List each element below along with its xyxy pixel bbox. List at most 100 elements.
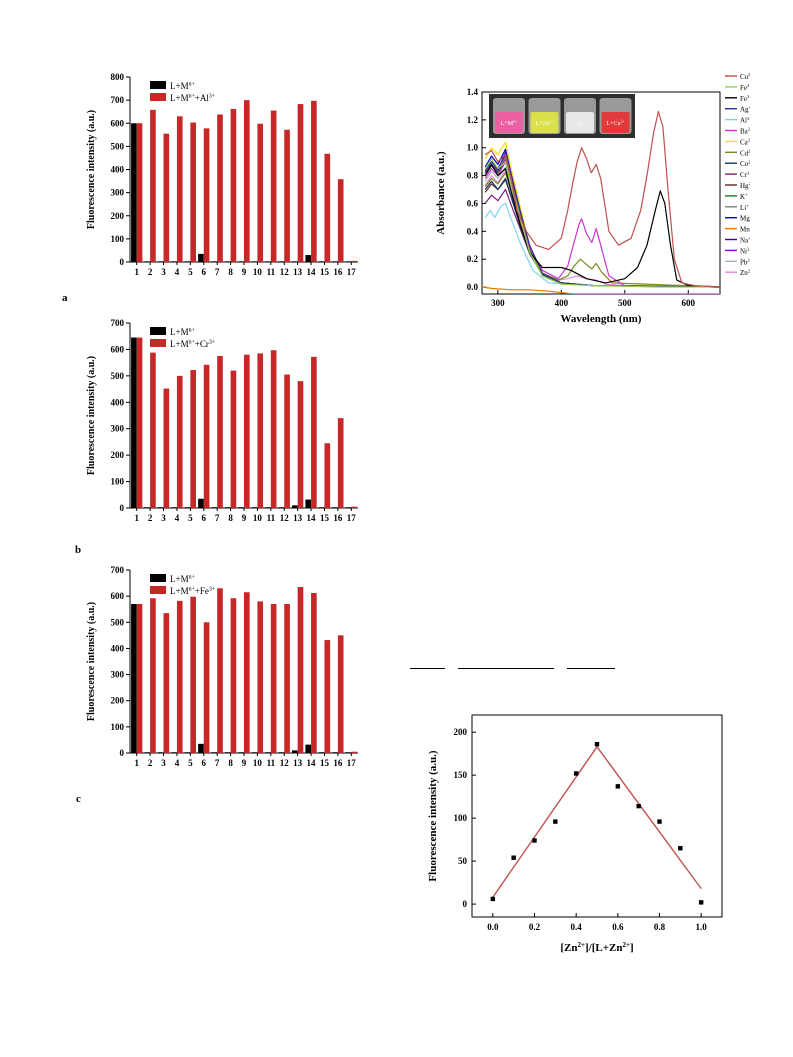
- legend-label: L+Mn+: [170, 327, 196, 337]
- bar-ligand-metal: [305, 744, 312, 753]
- bar-ligand-metal: [292, 750, 298, 753]
- plot-frame: [471, 714, 723, 918]
- bar-ligand-metal-added: [351, 751, 357, 753]
- x-tick-label: 8: [228, 267, 233, 277]
- data-point: [532, 838, 537, 843]
- bar-ligand-metal: [332, 261, 338, 262]
- x-tick-label: 4: [175, 513, 180, 523]
- legend-swatch: [150, 574, 166, 582]
- x-tick-label: 2: [148, 513, 153, 523]
- y-tick-label: 0: [120, 748, 125, 758]
- bar-ligand-metal-added: [284, 129, 290, 262]
- bar-ligand-metal-added: [270, 603, 277, 753]
- y-tick-label: 0.8: [467, 171, 479, 181]
- series-line-cu: [484, 110, 720, 288]
- bar-ligand-metal: [157, 507, 164, 508]
- x-tick-label: 1: [134, 267, 139, 277]
- data-point: [553, 819, 558, 824]
- y-tick-label: 300: [111, 670, 125, 680]
- y-tick-label: 200: [111, 450, 125, 460]
- panel-label-a: a: [62, 292, 68, 304]
- legend-label: Ba2+: [740, 127, 750, 136]
- bar-ligand-metal-added: [203, 622, 210, 753]
- bar-ligand-metal-added: [257, 123, 264, 263]
- bar-ligand-metal-added: [297, 381, 304, 508]
- x-tick-label: 6: [202, 758, 207, 768]
- bar-ligand-metal: [278, 752, 285, 753]
- y-tick-label: 100: [111, 477, 125, 487]
- x-tick-label: 300: [491, 298, 505, 308]
- x-tick-label: 11: [267, 513, 276, 523]
- x-tick-label: 15: [320, 267, 330, 277]
- bar-ligand-metal-added: [176, 116, 183, 262]
- legend-label: Ni2+: [740, 247, 750, 256]
- y-tick-label: 800: [111, 72, 125, 82]
- x-tick-label: 0.0: [487, 922, 499, 932]
- x-tick-label: 500: [618, 298, 632, 308]
- bar-ligand-metal-added: [176, 375, 183, 508]
- bar-ligand-metal-added: [136, 603, 143, 753]
- bar-ligand-metal-added: [230, 598, 237, 753]
- y-tick-label: 200: [454, 727, 468, 737]
- y-tick-label: 700: [111, 318, 125, 328]
- bar-ligand-metal-added: [284, 374, 290, 508]
- bar-ligand-metal-added: [337, 635, 344, 753]
- bar-ligand-metal: [131, 603, 137, 753]
- x-tick-label: 17: [347, 758, 357, 768]
- fit-line: [492, 746, 598, 898]
- data-point: [698, 900, 704, 905]
- y-tick-label: 0.6: [467, 198, 479, 208]
- bar-ligand-metal-added: [150, 352, 156, 508]
- legend-label: Fe3+: [740, 94, 750, 103]
- bar-ligand-metal-added: [217, 356, 223, 508]
- y-tick-label: 50: [458, 856, 468, 866]
- panel-label-c: c: [76, 793, 81, 805]
- bar-ligand-metal-added: [284, 603, 290, 753]
- bar-ligand-metal: [171, 261, 177, 262]
- x-tick-label: 5: [188, 758, 193, 768]
- y-tick-label: 150: [454, 770, 468, 780]
- legend-label: L+Mn++Cr3+: [170, 339, 216, 349]
- bar-ligand-metal: [332, 752, 338, 753]
- y-tick-label: 200: [111, 696, 125, 706]
- bar-ligand-metal-added: [311, 593, 317, 753]
- x-tick-label: 6: [202, 513, 207, 523]
- series-line-cd: [484, 172, 720, 288]
- x-tick-label: 8: [228, 758, 233, 768]
- x-tick-label: 12: [280, 513, 290, 523]
- vial-label: L+Cu2+: [606, 120, 624, 127]
- y-tick-label: 100: [111, 234, 125, 244]
- y-tick-label: 0.4: [467, 226, 479, 236]
- legend-swatch: [150, 327, 166, 335]
- x-tick-label: 3: [161, 513, 166, 523]
- legend-label: L+Mn++Fe3+: [170, 586, 216, 596]
- x-tick-label: 11: [267, 758, 276, 768]
- legend-label: Mg2+: [740, 214, 750, 223]
- y-tick-label: 500: [111, 371, 125, 381]
- data-point: [490, 896, 496, 902]
- bar-ligand-metal-added: [351, 260, 357, 262]
- x-tick-label: 1: [134, 513, 139, 523]
- y-tick-label: 0.0: [467, 282, 479, 292]
- bar-ligand-metal: [238, 752, 244, 753]
- bar-ligand-metal-added: [190, 596, 196, 753]
- bar-ligand-metal-added: [230, 370, 237, 508]
- y-tick-label: 1.2: [467, 115, 479, 125]
- bar-ligand-metal: [332, 507, 338, 508]
- y-tick-label: 600: [111, 591, 125, 601]
- x-tick-label: 1: [134, 758, 139, 768]
- x-axis-label: [Zn2+]/[L+Zn2+]: [560, 941, 633, 954]
- y-tick-label: 1.0: [467, 143, 479, 153]
- bar-ligand-metal: [198, 743, 204, 753]
- bar-ligand-metal: [184, 752, 191, 753]
- x-tick-label: 12: [280, 267, 290, 277]
- legend-label: Hg2+: [740, 181, 750, 190]
- legend-label: Ag+: [740, 105, 750, 114]
- y-axis-label: Fluorescence intensity (a.u.): [86, 110, 97, 229]
- x-tick-label: 400: [555, 298, 569, 308]
- data-point: [511, 855, 516, 860]
- y-tick-label: 700: [111, 95, 125, 105]
- bar-ligand-metal-added: [297, 586, 304, 753]
